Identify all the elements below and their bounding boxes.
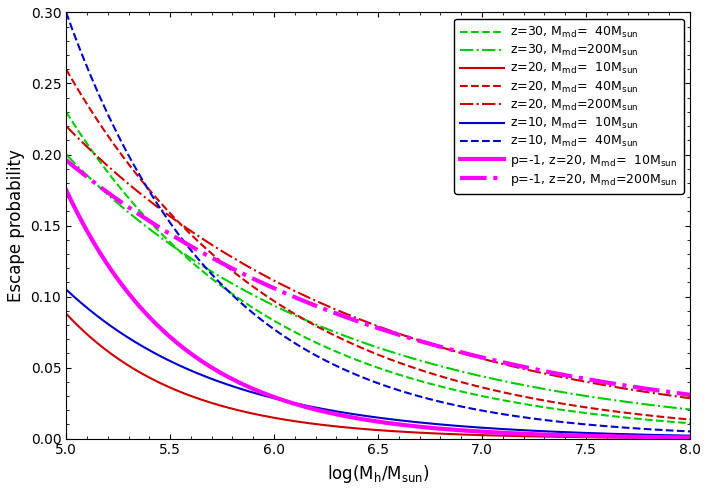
z=30, M$_{\rm md}$=  40M$_{\rm sun}$ (365, 362, 374, 368)
z=10, M$_{\rm md}$=  10M$_{\rm sun}$ (93, 313, 102, 319)
z=20, M$_{\rm md}$=  10M$_{\rm sun}$ (349, 425, 358, 431)
z=30, M$_{\rm md}$=  40M$_{\rm sun}$ (668, 419, 676, 425)
z=20, M$_{\rm md}$=  40M$_{\rm sun}$ (553, 400, 561, 406)
z=10, M$_{\rm md}$=  10M$_{\rm sun}$ (365, 413, 374, 419)
z=10, M$_{\rm md}$=  40M$_{\rm sun}$ (62, 9, 70, 15)
Line: z=20, M$_{\rm md}$=200M$_{\rm sun}$: z=20, M$_{\rm md}$=200M$_{\rm sun}$ (66, 126, 690, 398)
Y-axis label: Escape probability: Escape probability (7, 149, 25, 302)
z=20, M$_{\rm md}$=  10M$_{\rm sun}$ (62, 310, 70, 316)
Line: z=10, M$_{\rm md}$=  40M$_{\rm sun}$: z=10, M$_{\rm md}$= 40M$_{\rm sun}$ (66, 12, 690, 431)
z=10, M$_{\rm md}$=  10M$_{\rm sun}$ (686, 433, 695, 439)
z=20, M$_{\rm md}$=200M$_{\rm sun}$ (686, 395, 695, 401)
Line: z=20, M$_{\rm md}$=  10M$_{\rm sun}$: z=20, M$_{\rm md}$= 10M$_{\rm sun}$ (66, 313, 690, 438)
z=20, M$_{\rm md}$=200M$_{\rm sun}$ (668, 393, 676, 399)
z=10, M$_{\rm md}$=  40M$_{\rm sun}$ (668, 428, 676, 433)
z=20, M$_{\rm md}$=  10M$_{\rm sun}$ (365, 427, 374, 432)
z=10, M$_{\rm md}$=  40M$_{\rm sun}$ (349, 370, 358, 376)
z=10, M$_{\rm md}$=  10M$_{\rm sun}$ (62, 286, 70, 292)
Line: z=20, M$_{\rm md}$=  40M$_{\rm sun}$: z=20, M$_{\rm md}$= 40M$_{\rm sun}$ (66, 69, 690, 420)
z=20, M$_{\rm md}$=  40M$_{\rm sun}$ (349, 341, 358, 347)
z=30, M$_{\rm md}$=200M$_{\rm sun}$ (349, 336, 358, 342)
z=20, M$_{\rm md}$=  40M$_{\rm sun}$ (62, 66, 70, 72)
z=20, M$_{\rm md}$=200M$_{\rm sun}$ (349, 314, 358, 320)
z=10, M$_{\rm md}$=  10M$_{\rm sun}$ (553, 429, 561, 435)
p=-1, z=20, M$_{\rm md}$=200M$_{\rm sun}$ (93, 183, 102, 188)
z=30, M$_{\rm md}$=  40M$_{\rm sun}$ (668, 419, 676, 425)
z=30, M$_{\rm md}$=200M$_{\rm sun}$ (668, 404, 676, 410)
p=-1, z=20, M$_{\rm md}$=200M$_{\rm sun}$ (553, 371, 561, 377)
z=20, M$_{\rm md}$=  10M$_{\rm sun}$ (93, 340, 102, 346)
z=30, M$_{\rm md}$=200M$_{\rm sun}$ (668, 404, 676, 410)
z=20, M$_{\rm md}$=  40M$_{\rm sun}$ (365, 348, 374, 354)
X-axis label: log(M$_{\rm h}$/M$_{\rm sun}$): log(M$_{\rm h}$/M$_{\rm sun}$) (326, 463, 430, 485)
z=30, M$_{\rm md}$=  40M$_{\rm sun}$ (349, 356, 358, 362)
z=10, M$_{\rm md}$=  10M$_{\rm sun}$ (349, 411, 358, 417)
p=-1, z=20, M$_{\rm md}$=200M$_{\rm sun}$ (365, 322, 374, 328)
z=10, M$_{\rm md}$=  10M$_{\rm sun}$ (668, 432, 676, 438)
Line: p=-1, z=20, M$_{\rm md}$=200M$_{\rm sun}$: p=-1, z=20, M$_{\rm md}$=200M$_{\rm sun}… (66, 160, 690, 395)
p=-1, z=20, M$_{\rm md}$=200M$_{\rm sun}$ (668, 390, 676, 396)
z=10, M$_{\rm md}$=  10M$_{\rm sun}$ (668, 432, 676, 438)
z=30, M$_{\rm md}$=  40M$_{\rm sun}$ (62, 109, 70, 115)
p=-1, z=20, M$_{\rm md}$=  10M$_{\rm sun}$ (93, 246, 102, 252)
z=20, M$_{\rm md}$=200M$_{\rm sun}$ (62, 123, 70, 129)
z=20, M$_{\rm md}$=  10M$_{\rm sun}$ (686, 435, 695, 441)
p=-1, z=20, M$_{\rm md}$=200M$_{\rm sun}$ (686, 392, 695, 398)
z=20, M$_{\rm md}$=200M$_{\rm sun}$ (93, 154, 102, 160)
z=20, M$_{\rm md}$=  40M$_{\rm sun}$ (686, 417, 695, 423)
z=30, M$_{\rm md}$=  40M$_{\rm sun}$ (93, 156, 102, 162)
z=20, M$_{\rm md}$=  40M$_{\rm sun}$ (668, 415, 676, 421)
Line: z=30, M$_{\rm md}$=200M$_{\rm sun}$: z=30, M$_{\rm md}$=200M$_{\rm sun}$ (66, 154, 690, 409)
z=10, M$_{\rm md}$=  40M$_{\rm sun}$ (365, 377, 374, 383)
p=-1, z=20, M$_{\rm md}$=200M$_{\rm sun}$ (62, 157, 70, 163)
z=30, M$_{\rm md}$=200M$_{\rm sun}$ (365, 342, 374, 348)
p=-1, z=20, M$_{\rm md}$=  10M$_{\rm sun}$ (686, 434, 695, 440)
p=-1, z=20, M$_{\rm md}$=  10M$_{\rm sun}$ (553, 432, 561, 438)
p=-1, z=20, M$_{\rm md}$=  10M$_{\rm sun}$ (62, 187, 70, 193)
p=-1, z=20, M$_{\rm md}$=200M$_{\rm sun}$ (349, 317, 358, 323)
p=-1, z=20, M$_{\rm md}$=200M$_{\rm sun}$ (668, 389, 676, 395)
z=20, M$_{\rm md}$=  40M$_{\rm sun}$ (93, 118, 102, 124)
z=30, M$_{\rm md}$=200M$_{\rm sun}$ (93, 183, 102, 188)
z=10, M$_{\rm md}$=  40M$_{\rm sun}$ (668, 428, 676, 433)
p=-1, z=20, M$_{\rm md}$=  10M$_{\rm sun}$ (349, 415, 358, 421)
z=30, M$_{\rm md}$=  40M$_{\rm sun}$ (553, 406, 561, 412)
Line: p=-1, z=20, M$_{\rm md}$=  10M$_{\rm sun}$: p=-1, z=20, M$_{\rm md}$= 10M$_{\rm sun}… (66, 190, 690, 437)
z=20, M$_{\rm md}$=200M$_{\rm sun}$ (553, 373, 561, 379)
z=10, M$_{\rm md}$=  40M$_{\rm sun}$ (553, 419, 561, 425)
Line: z=30, M$_{\rm md}$=  40M$_{\rm sun}$: z=30, M$_{\rm md}$= 40M$_{\rm sun}$ (66, 112, 690, 423)
z=20, M$_{\rm md}$=200M$_{\rm sun}$ (365, 320, 374, 326)
z=30, M$_{\rm md}$=200M$_{\rm sun}$ (686, 406, 695, 412)
z=30, M$_{\rm md}$=  40M$_{\rm sun}$ (686, 420, 695, 426)
z=20, M$_{\rm md}$=200M$_{\rm sun}$ (668, 393, 676, 399)
z=30, M$_{\rm md}$=200M$_{\rm sun}$ (62, 152, 70, 157)
p=-1, z=20, M$_{\rm md}$=  10M$_{\rm sun}$ (668, 434, 676, 440)
z=20, M$_{\rm md}$=  40M$_{\rm sun}$ (668, 415, 676, 421)
Line: z=10, M$_{\rm md}$=  10M$_{\rm sun}$: z=10, M$_{\rm md}$= 10M$_{\rm sun}$ (66, 289, 690, 436)
z=20, M$_{\rm md}$=  10M$_{\rm sun}$ (668, 435, 676, 441)
p=-1, z=20, M$_{\rm md}$=  10M$_{\rm sun}$ (668, 434, 676, 440)
p=-1, z=20, M$_{\rm md}$=  10M$_{\rm sun}$ (365, 417, 374, 423)
z=20, M$_{\rm md}$=  10M$_{\rm sun}$ (553, 434, 561, 440)
z=30, M$_{\rm md}$=200M$_{\rm sun}$ (553, 388, 561, 394)
z=10, M$_{\rm md}$=  40M$_{\rm sun}$ (93, 90, 102, 95)
z=10, M$_{\rm md}$=  40M$_{\rm sun}$ (686, 429, 695, 434)
Legend: z=30, M$_{\rm md}$=  40M$_{\rm sun}$, z=30, M$_{\rm md}$=200M$_{\rm sun}$, z=20,: z=30, M$_{\rm md}$= 40M$_{\rm sun}$, z=3… (454, 19, 684, 194)
z=20, M$_{\rm md}$=  10M$_{\rm sun}$ (668, 435, 676, 441)
